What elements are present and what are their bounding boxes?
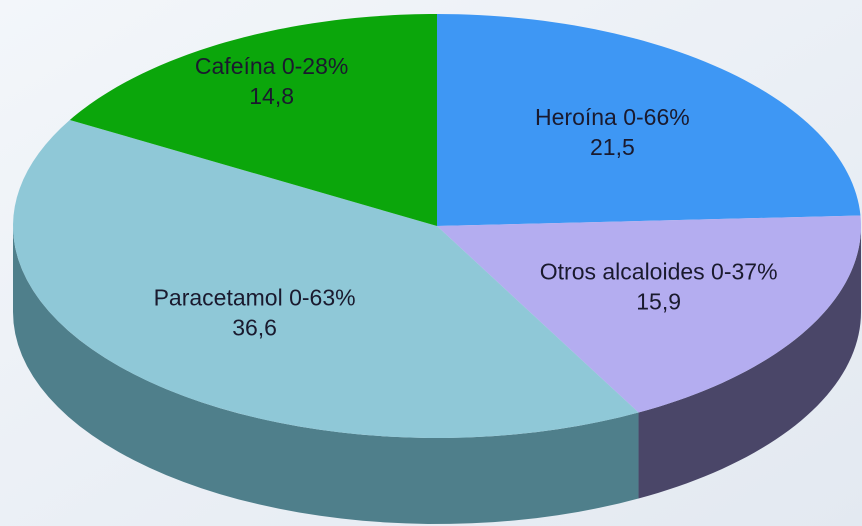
pie-slice	[437, 215, 861, 413]
pie-slice	[437, 14, 861, 226]
slice-value: 21,5	[590, 134, 635, 160]
slice-value: 36,6	[232, 315, 277, 341]
pie-slice	[69, 14, 437, 226]
pie-slice	[13, 120, 639, 438]
slice-label: Paracetamol 0-63%	[154, 285, 356, 311]
pie-side	[638, 226, 861, 499]
pie-side	[13, 226, 639, 524]
slice-label: Otros alcaloides 0-37%	[540, 259, 778, 285]
slice-label: Cafeína 0-28%	[195, 53, 348, 79]
slice-label: Heroína 0-66%	[535, 104, 690, 130]
slice-value: 14,8	[249, 83, 294, 109]
slice-value: 15,9	[636, 289, 681, 315]
